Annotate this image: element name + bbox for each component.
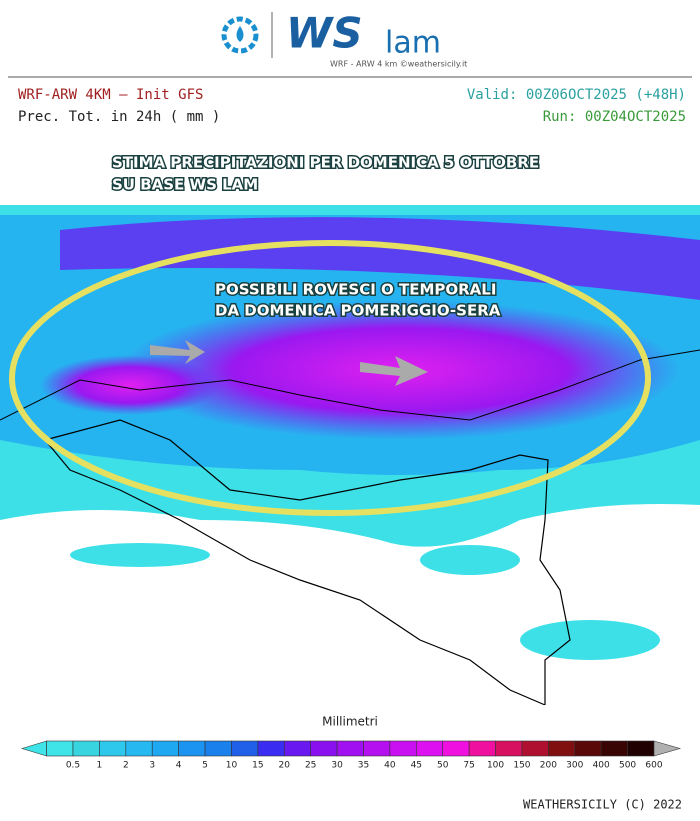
legend-bg: [0, 705, 700, 821]
flow-arrow: [150, 340, 205, 364]
colorbar-tick-label: 100: [487, 761, 504, 771]
colorbar-swatch: [574, 740, 602, 757]
colorbar-swatch: [178, 740, 206, 757]
colorbar-tick-label: 5: [202, 761, 208, 771]
field-label: Prec. Tot. in 24h ( mm ): [18, 109, 220, 125]
flow-arrow: [360, 356, 428, 386]
colorbar-tick-label: 200: [540, 761, 557, 771]
logo-brand: WS: [286, 9, 363, 58]
colorbar-title: Millimetri: [322, 715, 378, 729]
colorbar-tick-label: 500: [619, 761, 636, 771]
colorbar-swatch: [521, 740, 549, 757]
colorbar-tick-label: 10: [226, 761, 238, 771]
colorbar-tick-label: 25: [305, 761, 316, 771]
run-label: Run: 00Z04OCT2025: [543, 109, 686, 125]
colorbar-tick-label: 20: [279, 761, 291, 771]
colorbar-arrow: [653, 740, 682, 757]
colorbar-swatch: [72, 740, 100, 757]
colorbar-tick-label: 15: [252, 761, 263, 771]
colorbar-swatch: [257, 740, 285, 757]
logo-tagline: WRF - ARW 4 km ©weathersicily.it: [330, 60, 467, 69]
coast-outline: [0, 349, 700, 421]
colorbar-swatch: [363, 740, 391, 757]
footer: WEATHERSICILY (C) 2022: [523, 798, 682, 812]
colorbar-tick-label: 50: [437, 761, 449, 771]
colorbar-swatch: [627, 740, 655, 757]
colorbar-swatch: [600, 740, 628, 757]
logo-drop: [236, 26, 244, 42]
valid-label: Valid: 00Z06OCT2025 (+48H): [467, 87, 686, 103]
colorbar-tick-label: 75: [463, 761, 474, 771]
colorbar-tick-label: 30: [331, 761, 343, 771]
colorbar-swatch: [310, 740, 338, 757]
colorbar-tick-label: 400: [593, 761, 610, 771]
model-label: WRF-ARW 4KM — Init GFS: [18, 87, 203, 103]
colorbar-swatch: [204, 740, 232, 757]
annotation-note: POSSIBILI ROVESCI O TEMPORALI: [215, 281, 496, 299]
sicily-outline: [43, 419, 571, 706]
colorbar-tick-label: 0.5: [66, 761, 80, 771]
annotation-title: STIMA PRECIPITAZIONI PER DOMENICA 5 OTTO…: [112, 154, 539, 172]
logo-gear: [221, 16, 259, 54]
logo-suffix: lam: [385, 26, 441, 61]
annotation-title: SU BASE WS LAM: [112, 176, 258, 194]
colorbar-swatch: [336, 740, 364, 757]
colorbar-swatch: [283, 740, 311, 757]
colorbar-tick-label: 45: [411, 761, 422, 771]
colorbar-swatch: [442, 740, 470, 757]
colorbar-swatch: [389, 740, 417, 757]
colorbar: 0.5 1 2 3 4 5 10 15 20 25 30 35 40 45 50 75 100 150 200 300…: [20, 740, 682, 771]
colorbar-swatch: [416, 740, 444, 757]
colorbar-tick-label: 4: [176, 761, 182, 771]
colorbar-tick-label: 1: [97, 761, 103, 771]
highlight-ellipse: [9, 240, 651, 516]
colorbar-swatch: [125, 740, 153, 757]
colorbar-tick-label: 2: [123, 761, 129, 771]
precip-field: [0, 205, 700, 660]
colorbar-swatch: [468, 740, 496, 757]
annotation-note: DA DOMENICA POMERIGGIO-SERA: [215, 302, 501, 320]
colorbar-swatch: [231, 740, 259, 757]
colorbar-tick-label: 300: [566, 761, 583, 771]
colorbar-swatch: [548, 740, 576, 757]
colorbar-tick-label: 600: [645, 761, 662, 771]
colorbar-swatch: [99, 740, 127, 757]
colorbar-tick-label: 35: [358, 761, 369, 771]
colorbar-swatch: [151, 740, 179, 757]
colorbar-swatch: [495, 740, 523, 757]
colorbar-swatch: [46, 740, 74, 757]
colorbar-tick-label: 150: [513, 761, 530, 771]
colorbar-tick-label: 3: [149, 761, 155, 771]
colorbar-tick-label: 40: [384, 761, 396, 771]
